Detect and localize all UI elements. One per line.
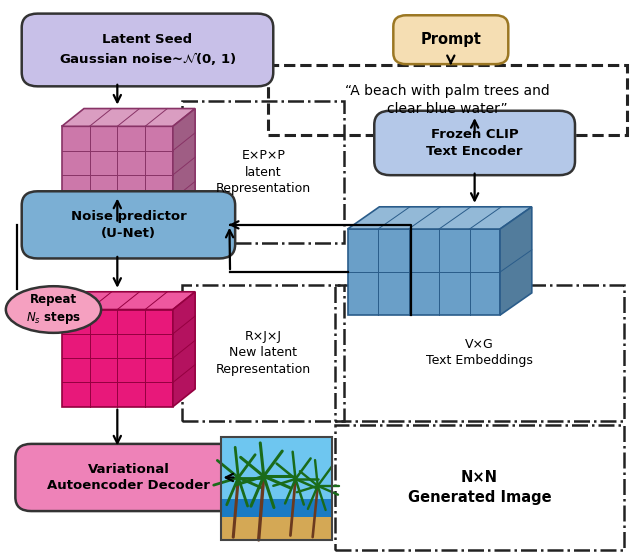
- FancyBboxPatch shape: [15, 444, 242, 511]
- Polygon shape: [348, 207, 532, 229]
- Bar: [221, 499, 332, 528]
- Polygon shape: [62, 109, 195, 126]
- Polygon shape: [173, 292, 195, 407]
- Bar: [268, 65, 627, 134]
- Bar: [221, 437, 332, 540]
- Polygon shape: [500, 207, 532, 315]
- Text: E×P×P
latent
Representation: E×P×P latent Representation: [216, 149, 311, 195]
- Text: Frozen CLIP
Text Encoder: Frozen CLIP Text Encoder: [426, 128, 523, 158]
- Ellipse shape: [6, 286, 101, 333]
- Bar: [335, 285, 624, 421]
- Text: Latent Seed
Gaussian noise~$\mathcal{N}$(0, 1): Latent Seed Gaussian noise~$\mathcal{N}$…: [59, 33, 236, 68]
- Text: V×G
Text Embeddings: V×G Text Embeddings: [426, 338, 533, 367]
- Text: “A beach with palm trees and
clear blue water”: “A beach with palm trees and clear blue …: [345, 84, 550, 116]
- Text: Repeat
$N_s$ steps: Repeat $N_s$ steps: [26, 294, 81, 326]
- Bar: [221, 437, 332, 509]
- Polygon shape: [62, 126, 173, 223]
- Polygon shape: [62, 310, 173, 407]
- Polygon shape: [173, 109, 195, 223]
- Text: Prompt: Prompt: [420, 32, 481, 47]
- Bar: [335, 425, 624, 550]
- Bar: [182, 102, 345, 243]
- FancyBboxPatch shape: [22, 191, 235, 258]
- Polygon shape: [348, 229, 500, 315]
- Text: R×J×J
New latent
Representation: R×J×J New latent Representation: [216, 330, 311, 376]
- FancyBboxPatch shape: [22, 13, 273, 86]
- Text: N×N
Generated Image: N×N Generated Image: [408, 470, 551, 504]
- Bar: [182, 285, 345, 421]
- Bar: [221, 517, 332, 540]
- Polygon shape: [62, 292, 195, 310]
- Text: Noise predictor
(U-Net): Noise predictor (U-Net): [71, 210, 186, 239]
- FancyBboxPatch shape: [375, 111, 575, 175]
- FancyBboxPatch shape: [393, 15, 508, 64]
- Text: Variational
Autoencoder Decoder: Variational Autoencoder Decoder: [47, 463, 210, 492]
